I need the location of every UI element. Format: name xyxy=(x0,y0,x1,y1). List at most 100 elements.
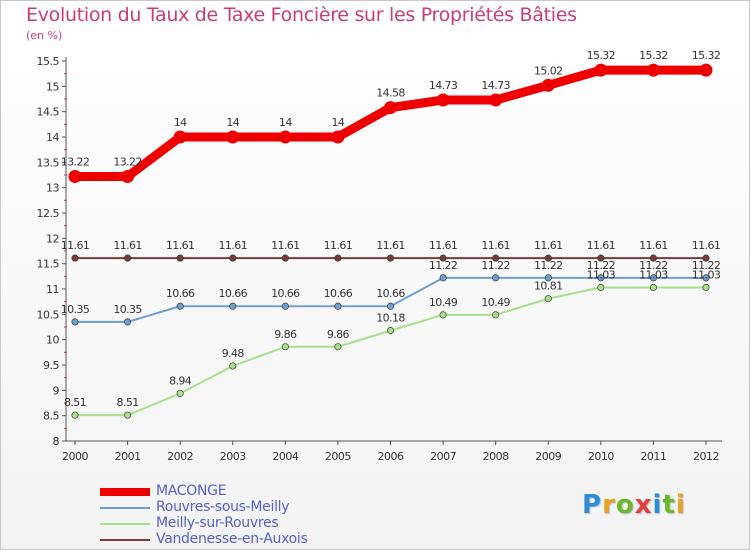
data-point xyxy=(492,274,500,282)
data-label: 10.81 xyxy=(534,280,563,293)
data-point xyxy=(281,254,289,262)
legend-label: Rouvres-sous-Meilly xyxy=(156,499,290,515)
y-tick-label: 9 xyxy=(53,384,60,397)
y-tick-label: 15 xyxy=(46,80,59,93)
logo-letter: P xyxy=(582,490,603,520)
data-point xyxy=(334,343,342,351)
data-label: 11.61 xyxy=(692,239,721,252)
data-label: 11.61 xyxy=(376,239,405,252)
legend-label: Meilly-sur-Rouvres xyxy=(156,515,279,531)
data-point xyxy=(386,326,395,335)
logo-letter: r xyxy=(602,490,616,520)
data-label: 11.22 xyxy=(429,259,458,272)
data-point xyxy=(646,63,660,77)
data-point xyxy=(386,302,395,310)
data-label: 9.86 xyxy=(274,328,297,341)
data-point xyxy=(489,93,503,107)
legend-swatch xyxy=(100,523,150,525)
data-label: 8.94 xyxy=(169,374,192,387)
data-label: 15.32 xyxy=(639,49,668,62)
data-label: 14 xyxy=(332,116,345,129)
data-point xyxy=(229,254,237,262)
y-tick-label: 13.5 xyxy=(37,156,60,169)
data-point xyxy=(544,274,552,282)
data-point xyxy=(334,302,342,310)
y-tick-label: 8.5 xyxy=(43,410,59,423)
y-tick-label: 13 xyxy=(46,182,59,195)
y-tick-label: 12 xyxy=(46,232,59,245)
data-point xyxy=(281,302,289,310)
data-label: 11.61 xyxy=(534,239,563,252)
data-point xyxy=(71,254,79,262)
x-tick-label: 2010 xyxy=(588,450,614,463)
logo-letter: x xyxy=(634,490,653,520)
data-point xyxy=(439,274,447,282)
y-tick-label: 12.5 xyxy=(37,207,60,220)
data-label: 14 xyxy=(226,116,239,129)
data-label: 10.35 xyxy=(61,303,90,316)
x-tick-label: 2011 xyxy=(640,450,666,463)
data-point xyxy=(699,63,713,77)
data-point xyxy=(702,274,710,282)
data-label: 10.66 xyxy=(219,287,248,300)
data-point xyxy=(176,302,184,310)
line-chart: 8 8.5 9 9.5 10 10.5 11 11.5 12 12.5 13 13.5 14 14.5 15… xyxy=(37,49,722,463)
data-label: 15.32 xyxy=(587,49,616,62)
data-label: 9.86 xyxy=(327,328,350,341)
legend-label: Vandenesse-en-Auxois xyxy=(156,531,308,547)
data-point xyxy=(71,411,79,419)
data-label: 11.22 xyxy=(692,259,721,272)
data-label: 11.22 xyxy=(587,259,616,272)
data-label: 10.49 xyxy=(481,296,510,309)
data-point xyxy=(173,130,187,144)
data-point xyxy=(124,411,132,419)
data-point xyxy=(334,254,342,262)
data-label: 15.02 xyxy=(534,64,563,77)
data-label: 11.61 xyxy=(481,239,510,252)
data-point xyxy=(649,274,657,282)
x-tick-label: 2008 xyxy=(483,450,509,463)
data-point xyxy=(439,254,447,262)
legend-label: MACONGE xyxy=(156,483,227,499)
data-point xyxy=(124,318,132,326)
data-label: 14.58 xyxy=(376,87,405,100)
data-point xyxy=(121,170,135,184)
data-label: 11.03 xyxy=(639,268,668,281)
data-label: 15.32 xyxy=(692,49,721,62)
data-label: 11.61 xyxy=(61,239,90,252)
proxiti-logo: Proxiti xyxy=(582,490,686,520)
data-label: 13.22 xyxy=(113,156,142,169)
data-point xyxy=(176,254,184,262)
data-point xyxy=(439,311,447,319)
y-tick-label: 11 xyxy=(46,283,59,296)
x-tick-label: 2004 xyxy=(272,450,298,463)
data-label: 10.66 xyxy=(324,287,353,300)
y-axis-unit-label: (en %) xyxy=(26,29,63,42)
data-label: 11.22 xyxy=(534,259,563,272)
y-tick-label: 8 xyxy=(53,435,60,448)
data-point xyxy=(492,311,500,319)
x-tick-label: 2007 xyxy=(430,450,456,463)
legend-swatch xyxy=(100,539,150,541)
data-label: 11.61 xyxy=(166,239,195,252)
data-point xyxy=(436,93,450,107)
data-label: 11.61 xyxy=(639,239,668,252)
data-point xyxy=(597,254,605,262)
data-point xyxy=(649,254,657,262)
data-point xyxy=(702,283,710,292)
data-point xyxy=(384,101,397,115)
data-point xyxy=(386,254,395,262)
x-tick-label: 2003 xyxy=(220,450,246,463)
logo-letter: t xyxy=(662,490,676,520)
chart-title: Evolution du Taux de Taxe Foncière sur l… xyxy=(26,4,577,26)
data-point xyxy=(68,170,82,184)
logo-letter: i xyxy=(652,490,663,520)
x-tick-label: 2006 xyxy=(378,450,404,463)
x-tick-label: 2002 xyxy=(167,450,193,463)
legend-swatch xyxy=(100,507,150,509)
data-label: 10.49 xyxy=(429,296,458,309)
data-label: 10.18 xyxy=(376,312,405,325)
data-point xyxy=(492,254,500,262)
data-label: 11.03 xyxy=(587,268,616,281)
